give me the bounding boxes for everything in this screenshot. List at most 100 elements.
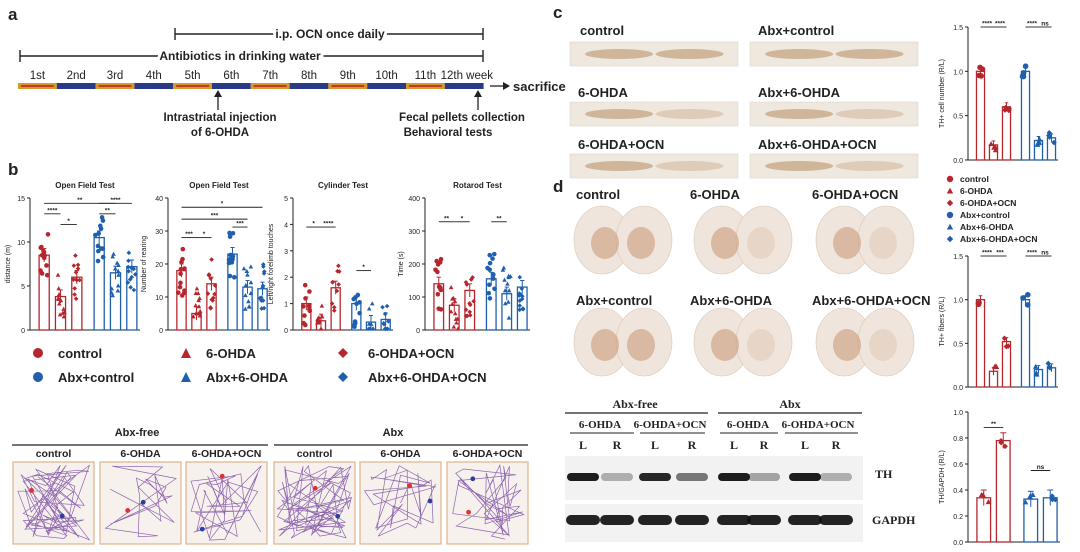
wb-lane-label: R — [613, 438, 622, 452]
y-tick-label: 5 — [284, 196, 288, 203]
data-point — [178, 280, 183, 286]
chart-title: Rotarod Test — [453, 181, 502, 190]
data-point — [352, 320, 358, 326]
striatum-right — [747, 329, 775, 361]
data-point — [1049, 493, 1055, 499]
data-point — [246, 304, 252, 309]
legend-6ohda-ocn-label: 6-OHDA+OCN — [368, 346, 454, 361]
track-end-dot — [335, 513, 341, 519]
data-point — [197, 313, 203, 318]
y-tick-label: 10 — [155, 295, 163, 302]
data-point — [243, 306, 248, 311]
data-point — [978, 492, 985, 498]
data-point — [100, 254, 106, 260]
y-tick-label: 0.0 — [953, 158, 963, 165]
data-point — [471, 298, 476, 304]
week-labels: 1st 2nd 3rd 4th 5th 6th 7th 8th 9th 10th 11th 12th … — [30, 70, 494, 82]
sacrifice-label: sacrifice — [513, 79, 566, 94]
data-point — [243, 292, 248, 298]
track-end-dot — [59, 513, 65, 519]
data-point — [452, 311, 458, 316]
fecal-label-1: Fecal pellets collection — [399, 112, 525, 124]
d-legend-label: Abx+6-OHDA+OCN — [960, 234, 1037, 244]
significance-label: ** — [77, 197, 83, 204]
track-label: control — [297, 448, 333, 460]
data-point — [302, 282, 308, 288]
legend-6ohda-ocn-marker — [338, 348, 348, 358]
data-point — [1027, 493, 1033, 499]
y-tick-label: 0 — [284, 328, 288, 335]
data-point — [335, 268, 340, 274]
data-point — [41, 250, 47, 255]
data-point — [946, 211, 954, 219]
data-point — [1047, 365, 1053, 371]
data-point — [193, 303, 198, 308]
data-point — [448, 284, 454, 290]
data-point — [116, 272, 121, 277]
wb-gapdh-band — [638, 515, 672, 525]
tissue-stain-right — [655, 109, 724, 119]
data-point — [1002, 107, 1008, 113]
tissue-stain-left — [765, 49, 834, 59]
data-point — [946, 187, 954, 194]
data-point — [503, 301, 508, 306]
legend-abx-6ohda-label: Abx+6-OHDA — [206, 370, 289, 385]
track-start-dot — [125, 508, 131, 513]
data-point — [133, 272, 138, 277]
timeline-week-stripe — [176, 85, 209, 87]
wb-6ohda-right: 6-OHDA — [727, 419, 769, 431]
significance-label: * — [203, 231, 206, 238]
striatum-right — [869, 329, 897, 361]
data-point — [182, 288, 187, 293]
wb-gapdh-band — [819, 515, 853, 525]
legend-abx-control-marker — [33, 372, 43, 382]
data-point — [451, 295, 456, 301]
wb-th-band — [676, 473, 708, 481]
data-point — [467, 312, 473, 318]
data-point — [491, 272, 496, 277]
data-point — [467, 309, 473, 315]
y-tick-label: 1.0 — [953, 69, 963, 76]
data-point — [302, 322, 308, 328]
y-tick-label: 0 — [21, 328, 25, 335]
brain-label: 6-OHDA+OCN — [812, 187, 898, 202]
wb-gapdh-band — [675, 515, 709, 525]
wb-gapdh-band — [747, 515, 781, 525]
data-point — [501, 265, 507, 270]
data-point — [230, 230, 236, 236]
legend-abx-6ohda-ocn-marker — [338, 372, 348, 382]
legend-6ohda-label: 6-OHDA — [206, 346, 256, 361]
data-point — [334, 288, 340, 294]
data-point — [506, 288, 512, 293]
data-point — [1002, 443, 1008, 450]
data-point — [452, 299, 458, 304]
data-point — [56, 292, 62, 297]
section-label: Abx+6-OHDA — [758, 85, 841, 100]
wb-abx-free: Abx-free — [612, 397, 658, 411]
data-point — [502, 277, 507, 282]
data-point — [39, 244, 44, 250]
data-point — [126, 258, 131, 264]
data-point — [315, 320, 320, 325]
significance-label: *** — [236, 221, 244, 228]
brain-label: control — [576, 187, 620, 202]
data-point — [241, 266, 247, 271]
data-point — [370, 326, 376, 331]
significance-label: **** — [1027, 250, 1038, 257]
data-point — [435, 262, 441, 267]
chart-th-fibers: 0.00.51.01.5TH+ fibers (R/L)**** *** **** n… — [939, 250, 1058, 392]
significance-label: *** — [185, 231, 193, 238]
chart-open-field-rearing: 0 10 20 30 40 Open Field Test Number of rearin… — [141, 181, 270, 335]
data-point — [56, 286, 62, 291]
striatum-right — [869, 227, 897, 259]
timeline-week-segment — [56, 83, 96, 89]
track-start-dot — [29, 488, 34, 493]
wb-6ohda-ocn-left: 6-OHDA+OCN — [634, 419, 707, 431]
data-point — [73, 270, 79, 275]
track-header-abx: Abx — [383, 427, 405, 439]
data-point — [1020, 295, 1026, 301]
wb-lane-label: L — [801, 438, 809, 452]
section-label: 6-OHDA — [578, 85, 628, 100]
track-path — [363, 465, 436, 537]
